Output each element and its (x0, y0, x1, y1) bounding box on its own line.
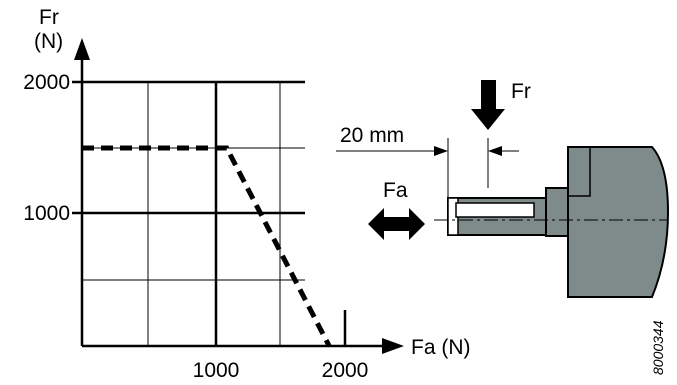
x-axis-label: Fa (N) (411, 336, 471, 359)
load-chart: 2000 1000 1000 2000 Fr (N) Fa (N) (23, 6, 470, 382)
shaft-sketch: Fr 20 mm Fa (336, 80, 670, 298)
y-tick-label-2000: 2000 (23, 71, 70, 94)
radial-force-arrow-icon (471, 80, 505, 130)
radial-force-label: Fr (511, 80, 531, 103)
axial-force-arrow-icon (368, 208, 425, 240)
y-tick-label-1000: 1000 (23, 202, 70, 225)
shaft-keyway (455, 202, 535, 218)
housing-inner-edge (568, 146, 591, 197)
shaft-collar (545, 187, 569, 237)
x-axis-arrow-icon (382, 338, 404, 354)
reference-code: 8000344 (650, 320, 666, 375)
axial-force-label: Fa (383, 179, 408, 202)
distance-label: 20 mm (340, 124, 404, 147)
x-tick-label-2000: 2000 (322, 359, 369, 382)
dimension-arrow-left-icon (434, 146, 448, 156)
housing (567, 146, 670, 298)
y-axis-label-unit: (N) (34, 30, 63, 53)
y-axis-arrow-icon (74, 38, 90, 60)
x-tick-label-1000: 1000 (193, 359, 240, 382)
dimension-arrow-right-icon (488, 146, 502, 156)
limit-curve (82, 145, 332, 348)
y-axis-label-symbol: Fr (39, 6, 59, 29)
